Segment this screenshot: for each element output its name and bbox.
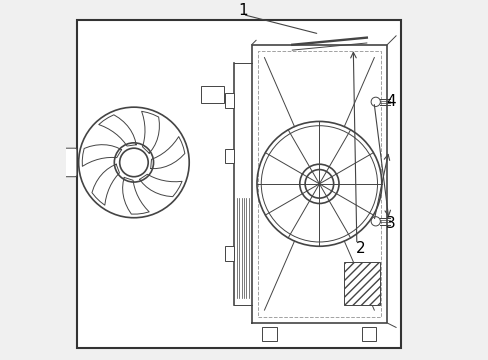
Bar [362,327,376,341]
Polygon shape [122,177,149,214]
Circle shape [370,217,380,226]
Bar [224,93,233,108]
Text: 4: 4 [385,94,395,109]
FancyBboxPatch shape [200,86,224,103]
Polygon shape [142,111,159,153]
Bar [262,327,276,341]
Bar [224,246,233,261]
Text: 2: 2 [355,240,365,256]
Circle shape [370,97,380,107]
FancyBboxPatch shape [61,148,77,177]
Bar [224,149,233,163]
FancyBboxPatch shape [55,156,63,168]
Polygon shape [150,136,184,168]
Polygon shape [99,115,136,146]
Polygon shape [140,174,182,197]
Polygon shape [82,145,121,166]
Bar [344,262,379,305]
Text: 1: 1 [238,3,247,18]
Text: 3: 3 [385,216,395,231]
Polygon shape [92,164,119,205]
